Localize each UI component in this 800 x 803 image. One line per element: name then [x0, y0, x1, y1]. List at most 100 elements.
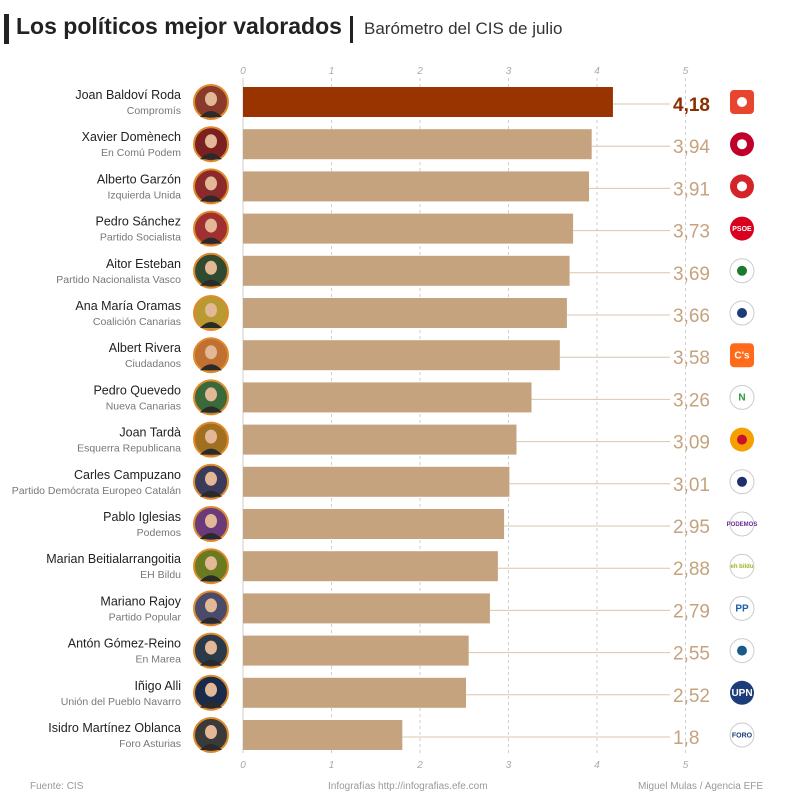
politician-avatar — [193, 590, 229, 627]
party-logo: PP — [729, 595, 755, 621]
party-name: Partido Socialista — [100, 232, 181, 244]
politician-avatar — [193, 84, 229, 120]
value-label: 3,09 — [673, 433, 710, 454]
avatar-shoulders — [200, 364, 222, 371]
bar — [243, 171, 590, 202]
bar — [243, 424, 517, 455]
avatar-face — [205, 387, 217, 402]
logo-mark — [737, 139, 747, 150]
party-logo: C's — [730, 343, 754, 368]
bar — [243, 129, 592, 160]
politician-name: Iñigo Alli — [134, 679, 181, 693]
chart-row: Carles Campuzano Partido Demócrata Europe… — [12, 463, 755, 500]
bar — [243, 509, 505, 539]
politician-avatar — [193, 717, 229, 753]
politician-name: Pablo Iglesias — [103, 510, 181, 524]
logo-badge — [729, 595, 755, 621]
value-label: 3,01 — [673, 475, 710, 496]
politician-name: Pedro Sánchez — [96, 215, 181, 229]
chart-row: Ana María Oramas Coalición Canarias 3,66 — [75, 295, 755, 331]
logo-text: PP — [735, 604, 749, 615]
politician-name: Xavier Domènech — [82, 130, 181, 144]
logo-badge — [729, 722, 755, 748]
party-logo: UPN — [730, 680, 754, 705]
politician-avatar — [193, 168, 229, 205]
tick-label-bottom: 5 — [683, 760, 689, 771]
logo-text: eh bildu — [731, 564, 754, 570]
value-label: 2,52 — [673, 686, 710, 707]
politician-avatar — [193, 252, 229, 289]
logo-mark — [737, 265, 747, 276]
party-name: EH Bildu — [140, 569, 181, 581]
tick-label-bottom: 0 — [240, 760, 246, 771]
avatar-shoulders — [200, 153, 222, 160]
logo-mark — [737, 476, 747, 487]
party-logo — [729, 638, 755, 664]
chart-row: Marian Beitialarrangoitia EH Bildu 2,88 eh … — [46, 548, 755, 585]
politician-avatar — [193, 674, 229, 711]
logo-mark — [737, 434, 747, 445]
value-label: 3,94 — [673, 137, 710, 158]
party-name: Ciudadanos — [125, 358, 181, 370]
politician-avatar — [193, 506, 229, 542]
value-label: 3,91 — [673, 179, 710, 200]
value-label: 2,88 — [673, 559, 710, 580]
value-label: 1,8 — [673, 728, 699, 749]
avatar-shoulders — [200, 744, 222, 750]
politician-name: Alberto Garzón — [97, 172, 181, 186]
logo-text: UPN — [731, 688, 752, 699]
logo-mark — [737, 645, 747, 656]
party-logo — [729, 300, 755, 326]
party-logo — [729, 258, 755, 284]
bar — [243, 720, 403, 750]
party-logo: PSOE — [730, 216, 754, 241]
chart-row: Pablo Iglesias Podemos 2,95 PODEMOS — [103, 506, 757, 542]
politician-avatar — [193, 126, 229, 163]
chart-row: Alberto Garzón Izquierda Unida 3,91 — [97, 168, 754, 205]
avatar-face — [205, 218, 217, 233]
logo-mark — [737, 181, 747, 192]
avatar-shoulders — [200, 111, 222, 117]
value-label: 4,18 — [673, 95, 710, 116]
party-logo: PODEMOS — [727, 511, 757, 537]
bar — [243, 213, 574, 244]
party-name: Partido Popular — [109, 611, 182, 623]
party-logo: FORO — [729, 722, 755, 748]
chart-header: Los políticos mejor valorados Barómetro … — [0, 0, 800, 60]
value-label: 2,55 — [673, 644, 710, 665]
party-logo — [730, 90, 754, 114]
title-separator — [350, 16, 353, 43]
bar — [243, 255, 570, 286]
avatar-face — [205, 176, 217, 191]
avatar-face — [205, 303, 217, 317]
chart-title: Los políticos mejor valorados — [16, 13, 342, 39]
avatar-shoulders — [200, 575, 222, 582]
bar — [243, 466, 510, 497]
avatar-face — [205, 598, 217, 613]
politician-name: Isidro Martínez Oblanca — [48, 721, 181, 735]
politician-name: Mariano Rajoy — [100, 594, 181, 608]
chart-row: Mariano Rajoy Partido Popular 2,79 PP — [100, 590, 755, 627]
avatar-face — [205, 514, 217, 528]
politician-name: Antón Gómez-Reino — [68, 637, 181, 651]
avatar-face — [205, 92, 217, 106]
logo-badge — [730, 680, 754, 705]
politician-avatar — [193, 295, 229, 331]
avatar-shoulders — [200, 322, 222, 328]
politician-name: Albert Rivera — [109, 341, 181, 355]
chart-row: Isidro Martínez Oblanca Foro Asturias 1,8 F… — [48, 717, 755, 753]
tick-label-top: 3 — [506, 66, 512, 77]
bar — [243, 635, 469, 666]
avatar-shoulders — [200, 701, 222, 708]
value-label: 3,66 — [673, 306, 710, 327]
logo-text: C's — [734, 351, 750, 362]
chart-row: Joan Baldoví Roda Compromís 4,18 — [75, 84, 754, 120]
politician-avatar — [193, 421, 229, 458]
value-label: 2,95 — [673, 517, 710, 538]
logo-badge — [730, 216, 754, 241]
footer-credit: Infografías http://infografias.efe.com — [328, 781, 488, 792]
politician-name: Marian Beitialarrangoitia — [46, 552, 181, 566]
title-accent-bar — [4, 14, 9, 44]
tick-label-top: 1 — [329, 66, 335, 77]
